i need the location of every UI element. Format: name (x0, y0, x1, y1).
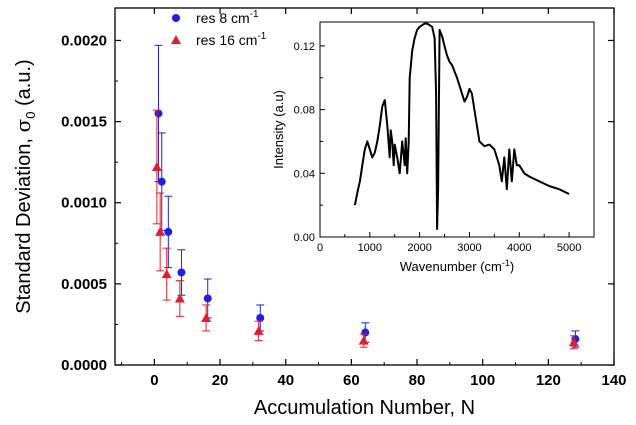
inset-y-tick-label: 0.04 (294, 168, 315, 180)
x-tick-label: 20 (212, 372, 229, 389)
x-tick-label: 60 (343, 372, 360, 389)
main-plot: 0 20 40 60 80 100 120 1400.00000.00050.00100.00… (11, 7, 627, 419)
x-tick-label: 100 (470, 372, 495, 389)
inset-frame (319, 21, 595, 238)
data-point-triangle (358, 335, 369, 345)
data-point-triangle (151, 162, 162, 172)
legend-label: res 16 cm-1 (196, 31, 267, 48)
inset-x-title-main: Wavenumber (cm (400, 259, 502, 274)
legend-marker-triangle (171, 35, 181, 44)
legend-marker-circle (172, 14, 180, 22)
data-point-triangle (155, 226, 166, 236)
data-point-triangle (253, 325, 264, 335)
data-point-circle (164, 227, 173, 236)
inset-x-tick-label: 2000 (407, 242, 431, 254)
inset-x-title-sup: -1 (502, 258, 510, 268)
inset-x-title-end: ) (510, 259, 514, 274)
series-res-16 (151, 109, 579, 350)
legend-label: res 8 cm-1 (196, 9, 259, 26)
inset-spectrum-line (353, 22, 570, 230)
data-point-triangle (201, 312, 212, 322)
y-axis-title-sigma: σ (11, 118, 35, 132)
x-tick-label: 0 (150, 372, 158, 389)
inset-x-tick-label: 1000 (358, 242, 382, 254)
y-tick-label: 0.0010 (61, 195, 107, 212)
inset-y-axis-title: Intensity (a.u) (271, 90, 286, 169)
y-tick-label: 0.0000 (61, 357, 107, 374)
legend-label-sup: -1 (257, 31, 266, 42)
inset-y-tick-label: 0.08 (294, 105, 315, 117)
x-tick-label: 40 (277, 372, 294, 389)
y-tick-label: 0.0005 (61, 276, 107, 293)
y-axis-title-unit: (a.u.) (13, 59, 35, 111)
main-plot-frame (114, 7, 615, 366)
x-tick-label: 80 (409, 372, 426, 389)
legend-label-main: res 8 cm (196, 10, 250, 26)
x-axis-title: Accumulation Number, N (254, 397, 475, 419)
inset-plot: 0 1000 2000 3000 4000 5000 0.00 0.04 0.08 0.12 Wav… (271, 21, 595, 274)
inset-x-tick-label: 3000 (457, 242, 481, 254)
data-point-circle (361, 328, 370, 337)
y-tick-label: 0.0020 (61, 32, 107, 49)
inset-y-tick-label: 0.12 (294, 41, 315, 53)
legend-label-sup: -1 (250, 9, 259, 20)
legend-label-main: res 16 cm (196, 32, 257, 48)
data-point-triangle (568, 337, 579, 347)
x-tick-label: 120 (536, 372, 561, 389)
data-point-circle (157, 177, 166, 186)
data-point-circle (256, 313, 265, 322)
y-axis-title: Standard Deviation, σ0 (a.u.) (11, 59, 38, 313)
inset-x-tick-label: 0 (317, 242, 323, 254)
y-axis-title-subscript: 0 (23, 112, 38, 119)
y-axis-title-main: Standard Deviation, (13, 132, 35, 313)
data-point-circle (177, 268, 186, 277)
data-point-triangle (174, 293, 185, 303)
inset-x-tick-label: 4000 (507, 242, 531, 254)
inset-x-axis-title: Wavenumber (cm-1) (400, 258, 514, 274)
data-point-triangle (161, 269, 172, 279)
data-point-circle (203, 294, 212, 303)
y-tick-label: 0.0015 (61, 114, 107, 131)
inset-x-tick-label: 5000 (557, 242, 581, 254)
inset-y-tick-label: 0.00 (294, 232, 315, 244)
x-tick-label: 140 (601, 372, 626, 389)
